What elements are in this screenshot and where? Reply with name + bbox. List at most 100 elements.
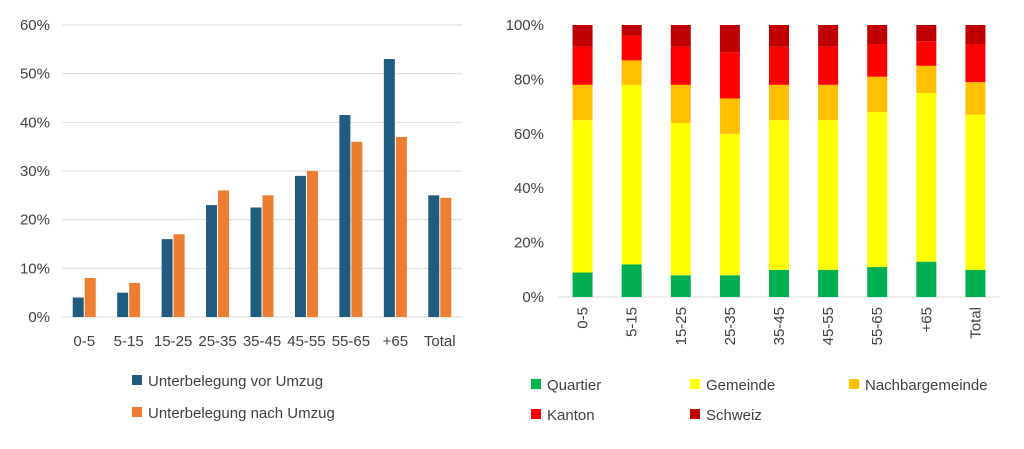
stack-segment-quartier-0-5 bbox=[572, 272, 593, 297]
bar-vor-5-15 bbox=[117, 292, 129, 317]
legend-swatch bbox=[690, 409, 700, 419]
stack-segment-schweiz-0-5 bbox=[572, 25, 593, 47]
bar-nach-25-35 bbox=[218, 190, 230, 317]
x-tick-label: 25-35 bbox=[722, 307, 739, 345]
legend-swatch bbox=[132, 407, 142, 417]
x-tick-label: 45-55 bbox=[287, 333, 325, 350]
y-tick-label: 20% bbox=[514, 235, 544, 252]
stack-segment-quartier-15-25 bbox=[670, 275, 691, 297]
legend-swatch bbox=[531, 379, 541, 389]
y-tick-label: 0% bbox=[522, 289, 544, 306]
stack-segment-gemeinde-25-35 bbox=[719, 133, 740, 276]
legend-label: Unterbelegung nach Umzug bbox=[148, 405, 335, 422]
x-tick-label: +65 bbox=[918, 307, 935, 332]
y-tick-label: 50% bbox=[20, 66, 50, 83]
stack-segment-schweiz-55-65 bbox=[867, 25, 888, 45]
x-tick-label: 5-15 bbox=[624, 307, 641, 337]
x-tick-label: 0-5 bbox=[73, 333, 95, 350]
stack-segment-gemeinde-+65 bbox=[916, 93, 937, 262]
stack-segment-nachbargemeinde-55-65 bbox=[867, 76, 888, 113]
stack-segment-schweiz-+65 bbox=[916, 25, 937, 42]
x-tick-label: +65 bbox=[383, 333, 408, 350]
legend-label: Unterbelegung vor Umzug bbox=[148, 373, 323, 390]
stack-segment-kanton-+65 bbox=[916, 41, 937, 66]
stack-segment-kanton-25-35 bbox=[719, 52, 740, 99]
bar-nach-15-25 bbox=[173, 234, 185, 317]
stack-segment-kanton-35-45 bbox=[769, 46, 789, 85]
stack-segment-kanton-Total bbox=[965, 44, 986, 83]
stack-segment-schweiz-15-25 bbox=[670, 25, 691, 47]
x-tick-label: 55-65 bbox=[332, 333, 370, 350]
legend-label: Schweiz bbox=[706, 407, 762, 424]
bar-vor-+65 bbox=[383, 59, 395, 318]
stack-segment-gemeinde-15-25 bbox=[670, 122, 691, 276]
x-tick-label: Total bbox=[424, 333, 456, 350]
stack-segment-schweiz-35-45 bbox=[769, 25, 789, 47]
x-tick-label: Total bbox=[967, 307, 984, 339]
bar-nach-Total bbox=[440, 197, 452, 317]
stack-segment-nachbargemeinde-25-35 bbox=[719, 98, 740, 134]
bar-nach-0-5 bbox=[84, 278, 96, 317]
y-tick-label: 60% bbox=[514, 126, 544, 143]
x-tick-label: 45-55 bbox=[820, 307, 837, 345]
stack-segment-quartier-35-45 bbox=[769, 269, 789, 297]
bar-nach-35-45 bbox=[262, 195, 274, 317]
bar-nach-55-65 bbox=[351, 141, 363, 317]
stack-segment-quartier-25-35 bbox=[719, 275, 740, 297]
stack-segment-kanton-5-15 bbox=[621, 35, 642, 61]
legend-label: Quartier bbox=[547, 377, 601, 394]
stack-segment-nachbargemeinde-Total bbox=[965, 82, 986, 115]
x-tick-label: 15-25 bbox=[673, 307, 690, 345]
y-tick-label: 60% bbox=[20, 17, 50, 34]
bar-vor-15-25 bbox=[161, 239, 173, 317]
bar-nach-5-15 bbox=[129, 282, 141, 317]
legend-label: Kanton bbox=[547, 407, 595, 424]
stack-segment-quartier-5-15 bbox=[621, 264, 642, 297]
y-tick-label: 100% bbox=[506, 17, 544, 34]
legend-swatch bbox=[132, 375, 142, 385]
stack-segment-gemeinde-35-45 bbox=[769, 120, 789, 270]
stack-segment-kanton-15-25 bbox=[670, 46, 691, 85]
stack-segment-quartier-+65 bbox=[916, 261, 937, 297]
x-tick-label: 5-15 bbox=[114, 333, 144, 350]
bar-vor-45-55 bbox=[294, 175, 306, 317]
y-tick-label: 30% bbox=[20, 163, 50, 180]
stack-segment-kanton-55-65 bbox=[867, 44, 888, 77]
stack-segment-nachbargemeinde-45-55 bbox=[818, 84, 839, 121]
x-tick-label: 55-65 bbox=[869, 307, 886, 345]
bar-nach-+65 bbox=[395, 136, 407, 317]
stack-segment-nachbargemeinde-0-5 bbox=[572, 84, 593, 121]
x-tick-label: 0-5 bbox=[575, 307, 592, 329]
y-tick-label: 0% bbox=[28, 309, 50, 326]
stack-segment-kanton-0-5 bbox=[572, 46, 593, 85]
bar-nach-45-55 bbox=[306, 171, 318, 317]
stack-segment-gemeinde-Total bbox=[965, 114, 986, 270]
stack-segment-quartier-45-55 bbox=[818, 269, 839, 297]
stack-segment-nachbargemeinde-35-45 bbox=[769, 84, 789, 121]
bar-vor-Total bbox=[428, 195, 440, 317]
y-tick-label: 80% bbox=[514, 71, 544, 88]
x-tick-label: 25-35 bbox=[198, 333, 236, 350]
bar-vor-25-35 bbox=[206, 205, 218, 317]
legend-swatch bbox=[531, 409, 541, 419]
stack-segment-quartier-Total bbox=[965, 269, 986, 297]
bar-vor-35-45 bbox=[250, 207, 262, 317]
stack-segment-schweiz-45-55 bbox=[818, 25, 839, 47]
y-tick-label: 40% bbox=[20, 114, 50, 131]
bar-chart-unterbelegung: 0% 10% 20% 30% 40% 50% 60% 0-5 5-15 15-25 25-35 35-… bbox=[20, 17, 462, 422]
stack-segment-kanton-45-55 bbox=[818, 46, 839, 85]
stack-segment-gemeinde-55-65 bbox=[867, 112, 888, 268]
stacked-bar-chart-herkunft: 0% 20% 40% 60% 80% 100% 0-5 5-15 15-25 25-35 35-45… bbox=[506, 17, 1000, 424]
legend-label: Nachbargemeinde bbox=[865, 377, 988, 394]
x-tick-label: 15-25 bbox=[154, 333, 192, 350]
legend-swatch bbox=[690, 379, 700, 389]
stack-segment-gemeinde-45-55 bbox=[818, 120, 839, 270]
x-tick-label: 35-45 bbox=[243, 333, 281, 350]
stack-segment-gemeinde-5-15 bbox=[621, 84, 642, 265]
stack-segment-schweiz-Total bbox=[965, 25, 986, 45]
stack-segment-schweiz-25-35 bbox=[719, 25, 740, 53]
stack-segment-schweiz-5-15 bbox=[621, 25, 642, 36]
y-tick-label: 10% bbox=[20, 260, 50, 277]
stack-segment-gemeinde-0-5 bbox=[572, 120, 593, 273]
